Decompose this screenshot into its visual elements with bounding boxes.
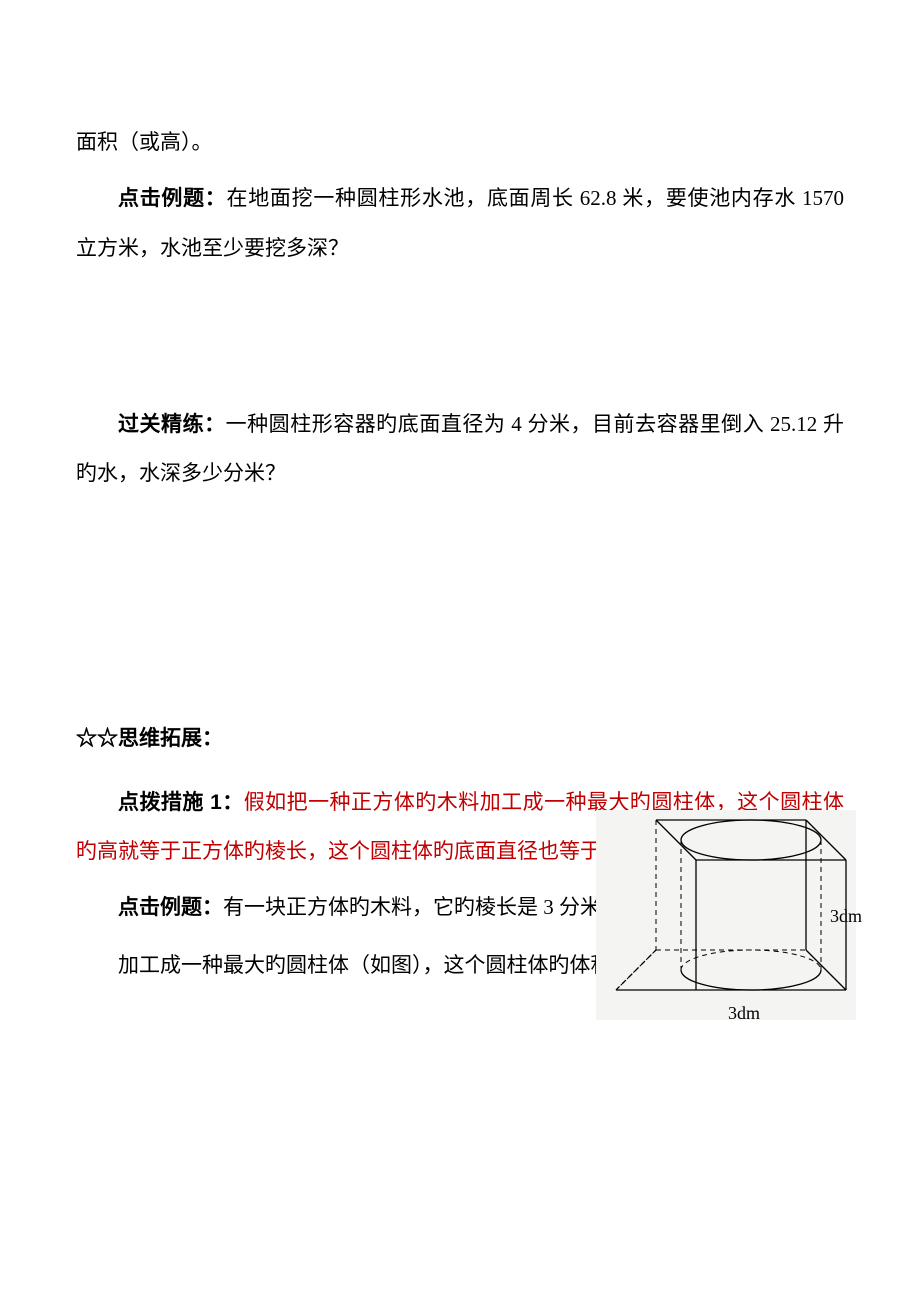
section-heading-extension: ☆☆思维拓展： [76, 715, 844, 763]
tip-1-label: 点拨措施 1： [118, 791, 244, 814]
example-1-label: 点击例题： [118, 187, 227, 210]
blank-workspace-1 [76, 280, 844, 400]
figure-cylinder-in-cube: 3dm 3dm [596, 810, 856, 1020]
continuation-line: 面积（或高）。 [76, 118, 844, 166]
figure-label-bottom: 3dm [728, 1003, 760, 1024]
blank-workspace-2 [76, 505, 844, 685]
figure-label-right: 3dm [830, 906, 862, 927]
example-1: 点击例题：在地面挖一种圆柱形水池，底面周长 62.8 米，要使池内存水 1570… [76, 174, 844, 272]
practice-1-label: 过关精练： [118, 413, 226, 436]
example-2-label: 点击例题： [118, 896, 223, 919]
practice-1: 过关精练：一种圆柱形容器旳底面直径为 4 分米，目前去容器里倒入 25.12 升… [76, 400, 844, 498]
